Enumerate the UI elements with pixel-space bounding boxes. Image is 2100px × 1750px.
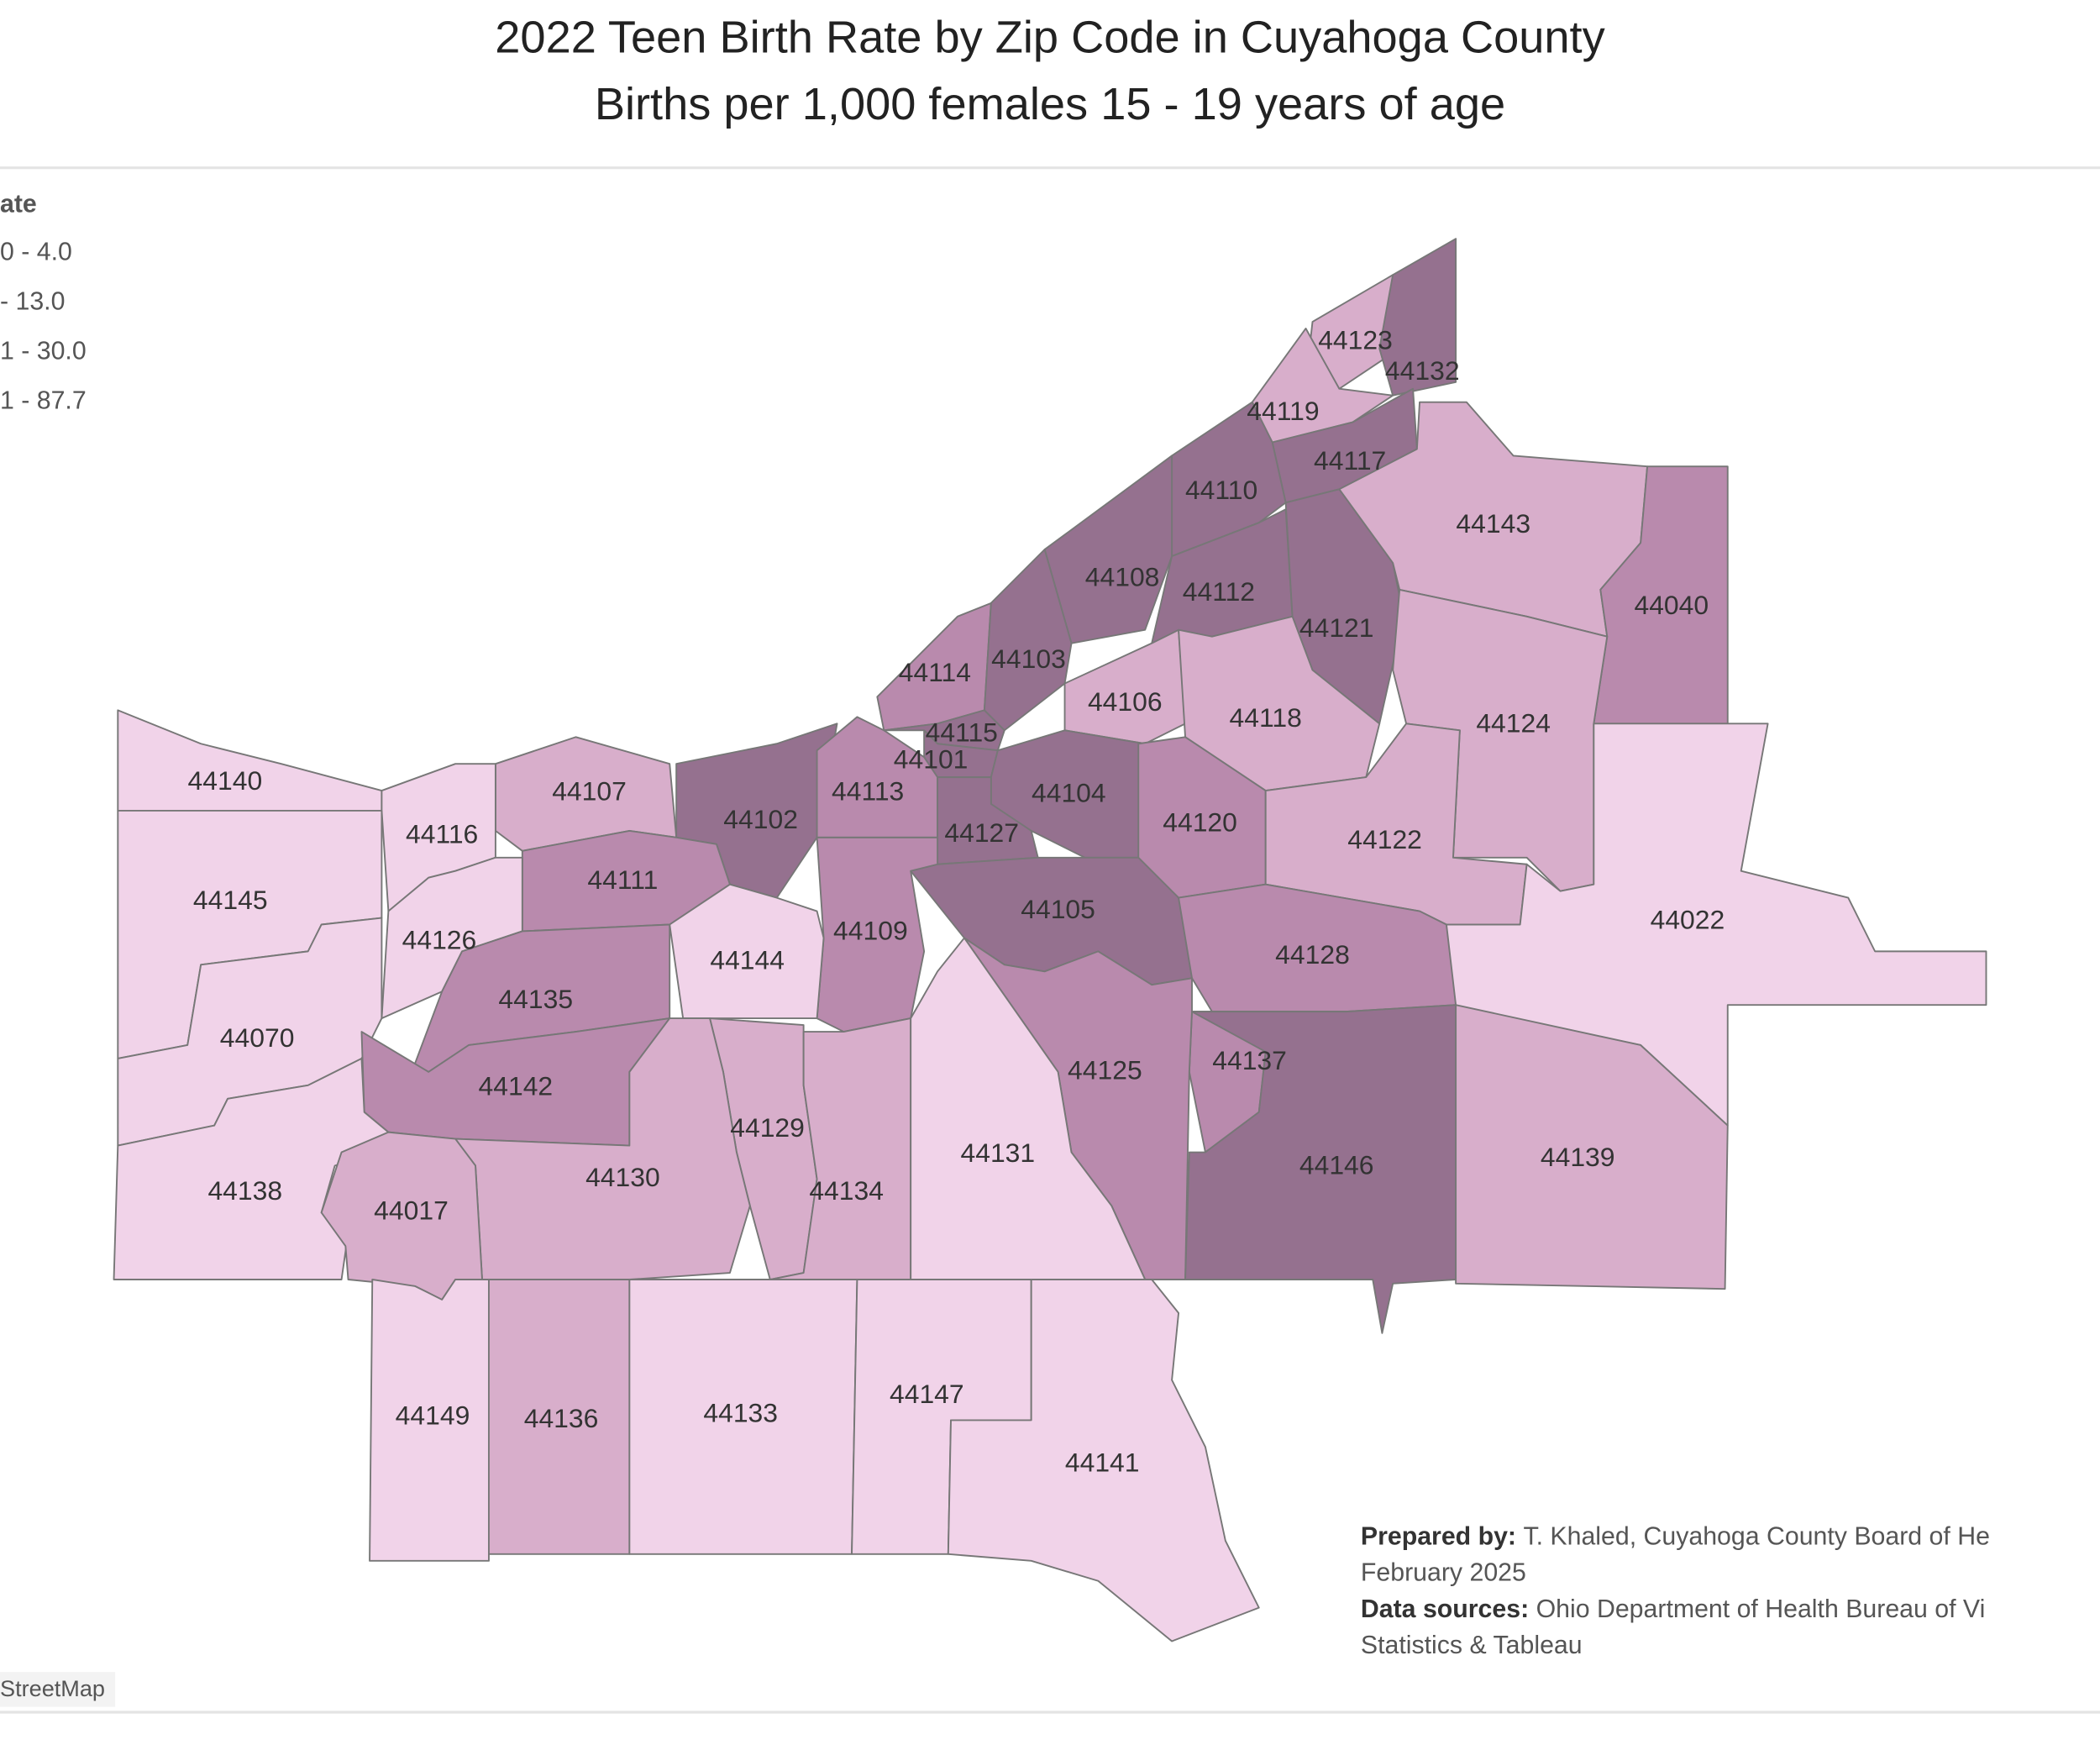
zip-label: 44146	[1299, 1149, 1374, 1180]
zip-label: 44070	[220, 1022, 295, 1053]
zip-label: 44145	[193, 885, 268, 915]
zip-label: 44108	[1085, 562, 1160, 592]
legend-item: 0 - 4.0	[0, 239, 72, 266]
zip-label: 44114	[899, 657, 971, 687]
footnote-label: Data sources:	[1361, 1595, 1529, 1623]
legend-item: 1 - 87.7	[0, 387, 87, 415]
title: 2022 Teen Birth Rate by Zip Code in Cuya…	[495, 13, 1604, 63]
attribution[interactable]: StreetMap	[0, 1675, 105, 1701]
zip-label: 44142	[479, 1070, 554, 1101]
zip-label: 44132	[1385, 355, 1460, 386]
zip-label: 44101	[894, 744, 969, 774]
zip-label: 44040	[1634, 590, 1709, 620]
zip-label: 44140	[188, 765, 263, 796]
zip-label: 44118	[1230, 702, 1302, 733]
zip-label: 44133	[703, 1397, 778, 1427]
zip-label: 44115	[926, 717, 998, 748]
footnote-prepared: Prepared by: T. Khaled, Cuyahoga County …	[1361, 1523, 1990, 1551]
zip-region[interactable]	[369, 1279, 490, 1562]
footnote-sources-2: Statistics & Tableau	[1361, 1632, 1583, 1659]
footnote-sources: Data sources: Ohio Department of Health …	[1361, 1595, 1985, 1623]
legend-title: ate	[0, 190, 37, 218]
zip-label: 44121	[1299, 612, 1374, 643]
subtitle: Births per 1,000 females 15 - 19 years o…	[595, 79, 1505, 129]
zip-label: 44131	[960, 1138, 1035, 1168]
zip-label: 44117	[1314, 445, 1386, 476]
zip-label: 44022	[1651, 905, 1725, 935]
zip-region[interactable]	[1455, 1004, 1729, 1290]
zip-label: 44110	[1185, 475, 1257, 505]
zip-label: 44126	[402, 925, 477, 955]
zip-label: 44149	[396, 1401, 470, 1431]
zip-label: 44135	[498, 984, 573, 1014]
zip-label: 44139	[1541, 1142, 1615, 1172]
zip-label: 44125	[1068, 1054, 1142, 1085]
zip-label: 44124	[1476, 707, 1551, 738]
zip-region[interactable]	[381, 856, 523, 1020]
zip-label: 44128	[1275, 939, 1350, 970]
zip-region[interactable]	[947, 1279, 1260, 1642]
zip-region[interactable]	[1392, 588, 1609, 892]
zip-label: 44130	[585, 1162, 660, 1192]
zip-label: 44137	[1212, 1045, 1287, 1075]
zip-label: 44017	[374, 1196, 449, 1226]
legend-item: - 13.0	[0, 288, 65, 316]
zip-label: 44111	[587, 864, 658, 895]
zip-label: 44122	[1347, 824, 1422, 854]
zip-label: 44141	[1065, 1447, 1140, 1477]
zip-region[interactable]	[117, 709, 383, 812]
legend-item: 1 - 30.0	[0, 338, 87, 365]
zip-label: 44147	[890, 1379, 964, 1409]
zip-label: 44129	[730, 1112, 805, 1143]
zip-label: 44103	[991, 644, 1066, 674]
zip-label: 44109	[833, 915, 908, 945]
zip-label: 44116	[406, 819, 478, 849]
legend: 0 - 4.0 - 13.0 1 - 30.0 1 - 87.7	[0, 239, 87, 415]
zip-label: 44104	[1032, 777, 1106, 807]
zip-label: 44127	[944, 817, 1019, 848]
zip-label: 44107	[552, 776, 627, 807]
zip-label: 44123	[1318, 324, 1393, 355]
zip-label: 44119	[1247, 396, 1319, 426]
footnote-text: T. Khaled, Cuyahoga County Board of He	[1523, 1523, 1990, 1551]
regions	[113, 238, 1987, 1642]
footnote-text: Ohio Department of Health Bureau of Vi	[1536, 1595, 1986, 1623]
footnote-label: Prepared by:	[1361, 1523, 1516, 1551]
zip-label: 44134	[809, 1175, 884, 1206]
zip-label: 44136	[524, 1403, 599, 1433]
zip-label: 44105	[1021, 894, 1095, 924]
zip-label: 44106	[1088, 686, 1163, 717]
zip-label: 44113	[832, 776, 904, 807]
zip-label: 44102	[723, 804, 798, 834]
zip-label: 44138	[207, 1175, 282, 1206]
zip-label: 44120	[1163, 807, 1237, 837]
zip-region[interactable]	[1378, 238, 1457, 397]
zip-label: 44143	[1456, 508, 1530, 539]
attribution-bg	[0, 1672, 116, 1707]
zip-label: 44144	[710, 945, 785, 975]
zip-label: 44112	[1183, 576, 1255, 607]
footnote-date: February 2025	[1361, 1559, 1526, 1587]
